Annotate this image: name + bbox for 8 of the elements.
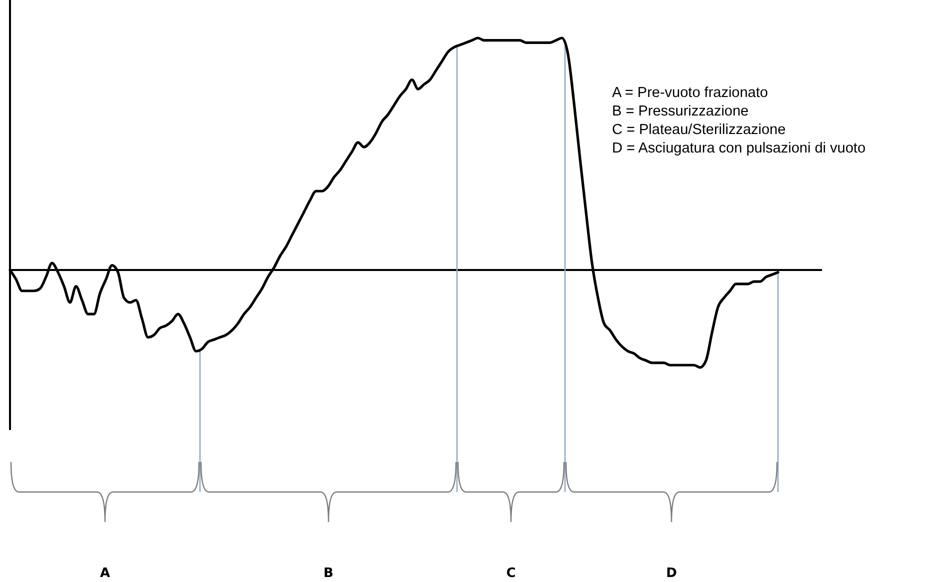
text: D (666, 566, 678, 581)
text: C (506, 566, 516, 581)
text: A (100, 566, 110, 581)
text: B (324, 566, 334, 581)
annotation: D = Asciugatura con pulsazioni di vuoto (612, 140, 866, 156)
annotation: A = Pre-vuoto frazionato (612, 85, 768, 101)
annotation: C = Plateau/Sterilizzazione (612, 122, 786, 138)
annotation: B = Pressurizzazione (612, 104, 749, 120)
